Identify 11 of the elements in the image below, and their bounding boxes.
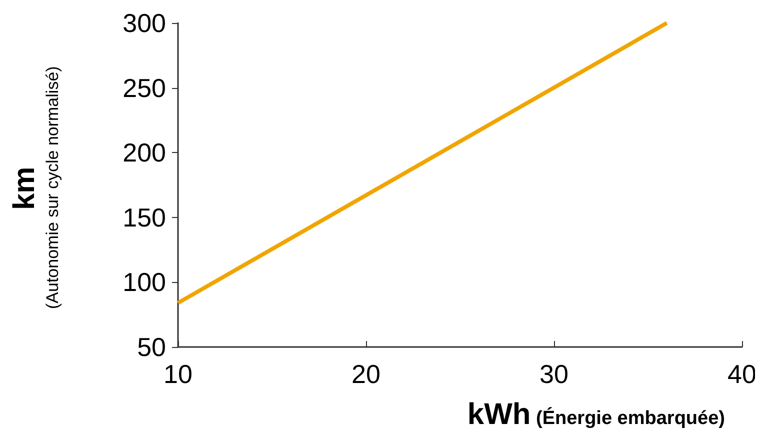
y-axis-title: km (Autonomie sur cycle normalisé) [8,66,62,310]
y-tick-label: 200 [122,138,166,168]
x-tick-label: 10 [164,359,192,389]
y-tick-label: 300 [122,8,166,38]
y-tick-label: 50 [137,332,166,362]
x-tick-label: 20 [352,359,380,389]
x-axis-title: kWh (Énergie embarquée) [467,398,725,431]
x-tick-label: 30 [540,359,568,389]
y-tick-label: 150 [122,202,166,232]
y-tick-label: 100 [122,267,166,298]
y-tick-label: 250 [122,72,166,103]
